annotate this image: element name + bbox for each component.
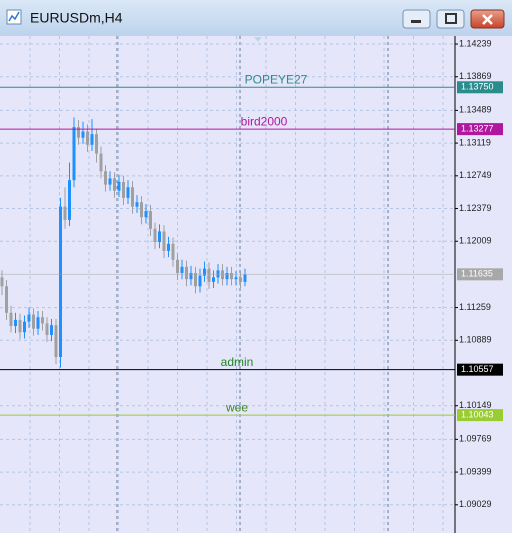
y-tick-label: 1.12749 <box>459 170 492 180</box>
window-title: EURUSDm,H4 <box>30 10 123 26</box>
candle-body <box>198 275 202 287</box>
candle-body <box>153 228 157 243</box>
candle-body <box>135 202 139 207</box>
candle-body <box>0 277 4 287</box>
candle-body <box>212 277 215 282</box>
line-label: bird2000 <box>241 114 288 128</box>
candle-body <box>113 178 116 191</box>
line-label: POPEYE27 <box>245 72 308 86</box>
price-tag <box>457 81 503 94</box>
candle-body <box>45 323 49 335</box>
candle-body <box>203 268 206 276</box>
candle-body <box>140 202 143 218</box>
price-tag <box>457 123 503 136</box>
candle-body <box>72 127 76 181</box>
candle-body <box>225 273 229 280</box>
bid-tag <box>457 268 503 281</box>
plot-background <box>0 36 512 533</box>
price-tag <box>457 363 503 376</box>
price-tag-label: 1.13750 <box>461 82 494 92</box>
y-tick-label: 1.09769 <box>459 434 492 444</box>
close-button[interactable] <box>470 9 505 29</box>
y-tick-label: 1.09399 <box>459 466 492 476</box>
candle-body <box>176 259 179 274</box>
y-tick-label: 1.12379 <box>459 203 492 213</box>
y-tick-label: 1.13489 <box>459 105 492 115</box>
candle-body <box>171 243 175 260</box>
candle-body <box>90 134 94 145</box>
candle-body <box>104 171 107 185</box>
candle-body <box>54 325 58 358</box>
candle-body <box>239 277 242 282</box>
candle-body <box>99 153 103 172</box>
bid-tag-label: 1.11635 <box>461 269 493 279</box>
price-tag-label: 1.10557 <box>461 364 494 374</box>
candle-body <box>131 187 134 207</box>
candle-body <box>243 274 247 282</box>
price-tag-label: 1.13277 <box>461 123 494 133</box>
candle-body <box>86 131 89 145</box>
candle-body <box>77 127 80 138</box>
candle-body <box>144 211 148 218</box>
y-tick-label: 1.10149 <box>459 400 492 410</box>
candle-body <box>81 131 85 138</box>
candle-body <box>117 181 121 191</box>
candle-body <box>158 231 161 243</box>
candle-body <box>126 187 130 198</box>
candle-body <box>185 266 188 280</box>
candle-body <box>23 321 26 333</box>
line-label: wee <box>225 400 248 414</box>
candle-body <box>180 266 184 274</box>
candle-body <box>194 273 197 287</box>
candle-body <box>63 206 67 220</box>
candle-body <box>9 312 13 327</box>
candle-body <box>27 314 31 322</box>
candle-body <box>230 273 233 280</box>
candle-body <box>108 178 112 185</box>
candle-body <box>122 181 125 198</box>
candle-body <box>95 134 98 154</box>
candle-body <box>50 325 53 335</box>
candle-body <box>32 314 35 329</box>
y-tick-label: 1.13119 <box>459 137 491 147</box>
y-tick-label: 1.11259 <box>459 302 491 312</box>
candle-body <box>14 319 17 327</box>
y-tick-label: 1.13869 <box>459 71 492 81</box>
candle-body <box>5 286 8 313</box>
minimize-button[interactable] <box>402 9 431 29</box>
candle-body <box>189 273 193 280</box>
maximize-button[interactable] <box>436 9 465 29</box>
candle-body <box>234 277 238 280</box>
candle-body <box>207 268 211 282</box>
candle-body <box>36 317 40 329</box>
line-label: admin <box>221 355 254 369</box>
price-tag <box>457 409 503 422</box>
price-tag-label: 1.10043 <box>461 409 494 419</box>
candle-body <box>18 319 22 333</box>
y-tick-label: 1.10889 <box>459 335 492 345</box>
candle-body <box>59 206 62 358</box>
candle-body <box>162 231 166 251</box>
y-tick-label: 1.09029 <box>459 499 492 509</box>
candle-body <box>41 317 44 324</box>
candle-body <box>149 211 152 229</box>
shift-marker <box>254 37 262 42</box>
y-tick-label: 1.14239 <box>459 38 492 48</box>
y-tick-label: 1.12009 <box>459 236 492 246</box>
candle-body <box>167 243 170 251</box>
candle-body <box>68 180 71 220</box>
window-icon <box>6 9 22 25</box>
